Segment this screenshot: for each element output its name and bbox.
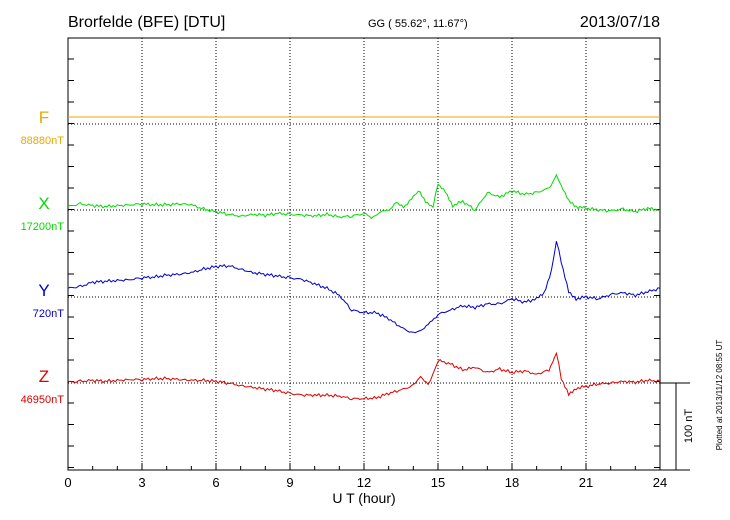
- series-baseline-F: 88880nT: [21, 135, 65, 147]
- series-line-X: [67, 173, 661, 220]
- scale-bar: 100 nT: [660, 382, 695, 471]
- series-group: [67, 116, 661, 401]
- station-title: Brorfelde (BFE) [DTU]: [68, 14, 225, 31]
- x-tick-label-5: 15: [431, 475, 445, 490]
- series-name-Z: Z: [39, 367, 49, 386]
- series-baseline-Y: 720nT: [33, 308, 64, 320]
- x-tick-label-3: 9: [286, 475, 293, 490]
- series-baseline-Z: 46950nT: [21, 394, 65, 406]
- x-tick-labels: 0 3 6 9 12 15 18 21 24: [64, 475, 667, 490]
- series-line-Y: [67, 241, 661, 334]
- series-name-Y: Y: [38, 281, 49, 300]
- x-tick-label-2: 6: [212, 475, 219, 490]
- series-baseline-X: 17200nT: [21, 221, 65, 233]
- coords-label: GG ( 55.62°, 11.67°): [368, 18, 468, 30]
- scale-bar-label: 100 nT: [683, 409, 695, 444]
- x-tick-label-7: 21: [579, 475, 593, 490]
- grid-lines: [68, 38, 660, 470]
- x-tick-label-8: 24: [653, 475, 667, 490]
- plotted-at-note: Plotted at 2013/11/12 08:55 UT: [715, 340, 724, 451]
- x-tick-label-0: 0: [64, 475, 71, 490]
- x-axis-label: U T (hour): [332, 490, 395, 506]
- series-name-F: F: [39, 108, 49, 127]
- series-name-X: X: [38, 194, 49, 213]
- series-line-Z: [67, 351, 661, 401]
- x-tick-label-4: 12: [357, 475, 371, 490]
- x-tick-label-6: 18: [505, 475, 519, 490]
- x-tick-label-1: 3: [138, 475, 145, 490]
- series-labels: F 88880nT X 17200nT Y 720nT Z 46950nT: [21, 108, 65, 406]
- axis-ticks: [67, 58, 661, 470]
- date-label: 2013/07/18: [580, 14, 660, 31]
